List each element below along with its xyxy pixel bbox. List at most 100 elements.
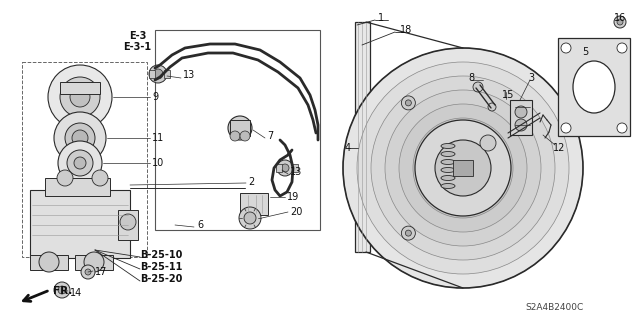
Circle shape [54, 112, 106, 164]
Bar [30, 190, 130, 258]
Bar [45, 178, 110, 196]
Text: 14: 14 [70, 288, 83, 298]
Circle shape [48, 65, 112, 129]
Circle shape [84, 252, 104, 272]
Bar [149, 70, 155, 78]
Circle shape [81, 265, 95, 279]
Ellipse shape [441, 167, 455, 173]
Circle shape [617, 19, 623, 25]
Text: FR.: FR. [53, 286, 72, 296]
Ellipse shape [441, 144, 455, 149]
Text: 19: 19 [287, 192, 300, 202]
Text: 13: 13 [183, 70, 195, 80]
Circle shape [343, 48, 583, 288]
Circle shape [617, 123, 627, 133]
Bar [453, 160, 473, 176]
Bar [510, 100, 532, 135]
Circle shape [480, 135, 496, 151]
Circle shape [244, 212, 256, 224]
Circle shape [399, 104, 527, 232]
Text: B-25-11: B-25-11 [140, 262, 182, 272]
Circle shape [120, 214, 136, 230]
Text: 18: 18 [400, 25, 412, 35]
Circle shape [435, 140, 491, 196]
Circle shape [85, 269, 91, 275]
Circle shape [60, 77, 100, 117]
Bar [155, 30, 320, 230]
Text: 4: 4 [345, 143, 351, 153]
Text: 20: 20 [290, 207, 302, 217]
Ellipse shape [441, 160, 455, 165]
Circle shape [240, 131, 250, 141]
Circle shape [561, 43, 571, 53]
Bar [118, 210, 138, 240]
Bar [292, 164, 298, 172]
Circle shape [515, 119, 527, 131]
Circle shape [568, 53, 582, 67]
Ellipse shape [441, 183, 455, 189]
Text: 6: 6 [197, 220, 203, 230]
Circle shape [473, 82, 483, 92]
Circle shape [239, 207, 261, 229]
Bar [230, 120, 250, 136]
Circle shape [385, 90, 541, 246]
Circle shape [281, 164, 289, 172]
Circle shape [39, 252, 59, 272]
Ellipse shape [441, 175, 455, 181]
Circle shape [72, 130, 88, 146]
Bar [164, 70, 170, 78]
Text: 1: 1 [378, 13, 384, 23]
Text: 8: 8 [468, 73, 474, 83]
Circle shape [617, 43, 627, 53]
Text: 5: 5 [582, 47, 588, 57]
Text: 11: 11 [152, 133, 164, 143]
Circle shape [277, 160, 293, 176]
Text: 15: 15 [502, 90, 515, 100]
Circle shape [515, 106, 527, 118]
Circle shape [92, 170, 108, 186]
Circle shape [371, 76, 555, 260]
Bar [276, 164, 282, 172]
Bar [30, 255, 68, 270]
Circle shape [230, 131, 240, 141]
Circle shape [149, 65, 167, 83]
Circle shape [488, 103, 496, 111]
Circle shape [67, 150, 93, 176]
Text: 17: 17 [95, 267, 108, 277]
Circle shape [65, 123, 95, 153]
Text: E-3-1: E-3-1 [123, 42, 151, 52]
Circle shape [234, 122, 246, 134]
Text: 13: 13 [290, 167, 302, 177]
Circle shape [58, 141, 102, 185]
Text: 16: 16 [614, 13, 627, 23]
Circle shape [228, 116, 252, 140]
Circle shape [405, 100, 412, 106]
Circle shape [405, 230, 412, 236]
Ellipse shape [573, 61, 615, 113]
Circle shape [54, 282, 70, 298]
Text: B-25-20: B-25-20 [140, 274, 182, 284]
Text: E-3: E-3 [129, 31, 147, 41]
Circle shape [153, 69, 163, 79]
Bar [558, 38, 630, 136]
Bar [75, 255, 113, 270]
Bar [22, 62, 147, 257]
Bar [240, 193, 268, 215]
Circle shape [415, 120, 511, 216]
Circle shape [401, 226, 415, 240]
Text: S2A4B2400C: S2A4B2400C [525, 302, 583, 311]
Circle shape [70, 87, 90, 107]
Circle shape [614, 16, 626, 28]
Bar [60, 82, 100, 94]
Circle shape [57, 170, 73, 186]
Ellipse shape [441, 152, 455, 157]
Text: 2: 2 [248, 177, 254, 187]
Text: 3: 3 [528, 73, 534, 83]
Text: B-25-10: B-25-10 [140, 250, 182, 260]
Bar [355, 22, 370, 252]
Text: 9: 9 [152, 92, 158, 102]
Circle shape [561, 123, 571, 133]
Circle shape [58, 286, 66, 294]
Text: 12: 12 [553, 143, 565, 153]
Circle shape [74, 157, 86, 169]
